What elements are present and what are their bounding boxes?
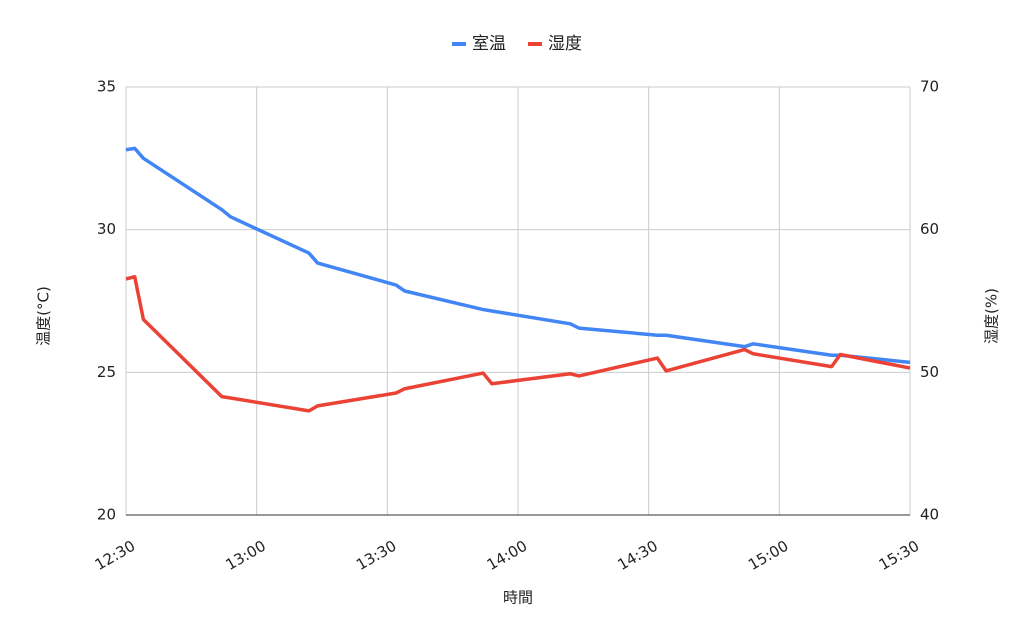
y2-axis-title: 湿度(%): [983, 288, 1001, 344]
y-axis-title: 温度(°C): [35, 286, 53, 346]
y2-tick-label: 40: [920, 506, 939, 524]
y2-tick-label: 70: [920, 78, 939, 96]
y-tick-label: 25: [97, 363, 116, 381]
x-tick-label: 13:30: [353, 537, 399, 574]
x-axis-title: 時間: [503, 589, 533, 607]
x-tick-label: 13:00: [222, 537, 268, 574]
legend-label: 室温: [472, 34, 506, 54]
legend-label: 湿度: [548, 34, 582, 54]
x-tick-label: 15:30: [876, 537, 922, 574]
y-tick-label: 35: [97, 78, 116, 96]
y-tick-label: 30: [97, 220, 116, 238]
y2-tick-label: 50: [920, 363, 939, 381]
y-tick-label: 20: [97, 506, 116, 524]
x-tick-label: 15:00: [745, 537, 791, 574]
series-line: [125, 274, 911, 413]
y2-tick-label: 60: [920, 220, 939, 238]
x-tick-label: 14:00: [484, 537, 530, 574]
x-tick-label: 14:30: [614, 537, 660, 574]
x-tick-label: 12:30: [92, 537, 138, 574]
series-line: [125, 146, 911, 365]
